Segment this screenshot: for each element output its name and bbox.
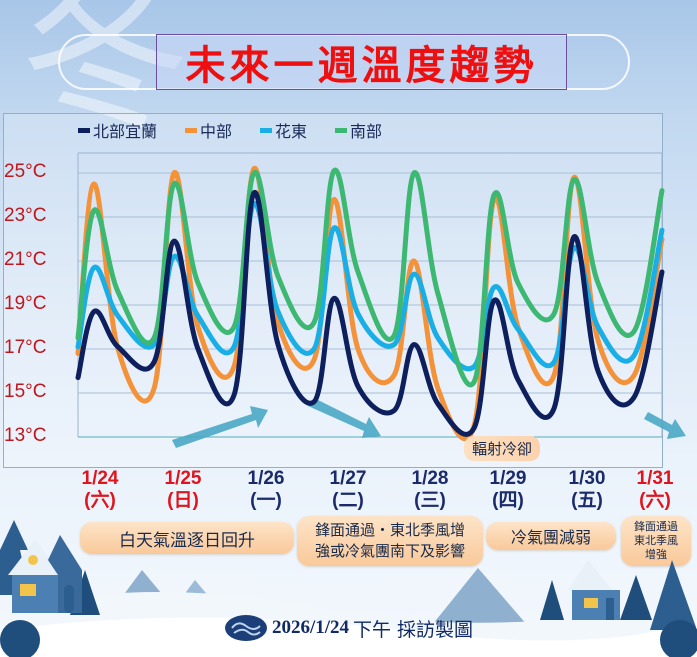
- radiative-cooling-note: 輻射冷卻: [464, 436, 541, 461]
- weekday-text: (六): [639, 490, 671, 511]
- legend-swatch-north: [78, 127, 90, 133]
- date-text: 1/29: [489, 468, 527, 489]
- y-tick-label: 13°C: [4, 425, 47, 446]
- date-text: 1/25: [164, 468, 202, 489]
- y-tick-label: 23°C: [4, 205, 47, 226]
- legend-item-north: 北部宜蘭: [78, 118, 157, 142]
- date-label-2: 1/26 (一): [236, 468, 296, 512]
- y-tick-label: 19°C: [4, 293, 47, 314]
- y-tick-label: 21°C: [4, 249, 47, 270]
- weekday-text: (六): [84, 490, 116, 511]
- legend-item-east: 花東: [260, 118, 307, 142]
- legend-label-central: 中部: [200, 122, 233, 141]
- tree-icon: [540, 560, 697, 630]
- winter-scenery: [0, 520, 697, 657]
- house-icon: [8, 535, 82, 613]
- legend-label-east: 花東: [275, 122, 308, 141]
- series-line-3: [75, 167, 665, 388]
- weekday-text: (日): [167, 490, 199, 511]
- annotation-text-line1: 鋒面通過: [634, 520, 678, 533]
- title-box: 未來一週溫度趨勢: [156, 34, 567, 90]
- chart-series-lines: [75, 166, 665, 442]
- annotation-weakening: 冷氣團減弱: [486, 522, 616, 550]
- weekday-text: (五): [571, 490, 603, 511]
- date-label-7: 1/31 (六): [625, 468, 685, 512]
- date-text: 1/27: [329, 468, 367, 489]
- page-title: 未來一週溫度趨勢: [185, 43, 538, 89]
- date-label-5: 1/29 (四): [478, 468, 538, 512]
- legend-label-north: 北部宜蘭: [93, 122, 158, 141]
- legend-swatch-central: [185, 127, 198, 133]
- trend-arrows: [172, 398, 686, 448]
- date-label-0: 1/24 (六): [70, 468, 130, 512]
- weekday-text: (四): [492, 490, 524, 511]
- date-label-1: 1/25 (日): [153, 468, 213, 512]
- annotation-text: 冷氣團減弱: [510, 528, 591, 547]
- temperature-line-chart: [75, 152, 686, 448]
- annotation-text: 白天氣溫逐日回升: [119, 530, 255, 551]
- legend-item-south: 南部: [335, 118, 382, 142]
- footer-text: 下午 採訪製圖: [353, 618, 474, 641]
- trend-arrow-down-icon: [644, 412, 686, 439]
- annotation-text-line2: 強或冷氣團南下及影響: [314, 542, 465, 560]
- annotation-front-2: 鋒面通過 東北季風 增強: [621, 516, 691, 566]
- cna-logo-icon: [224, 615, 267, 641]
- chart-legend: 北部宜蘭 中部 花東 南部: [78, 118, 382, 142]
- legend-swatch-south: [335, 127, 348, 133]
- footer-date: 2026/1/24: [271, 617, 349, 638]
- date-text: 1/28: [411, 468, 449, 489]
- date-label-3: 1/27 (二): [318, 468, 378, 512]
- trend-arrow-down-icon: [308, 398, 381, 438]
- annotation-warming: 白天氣溫逐日回升: [80, 522, 294, 554]
- y-tick-label: 15°C: [4, 381, 47, 402]
- legend-label-south: 南部: [350, 122, 383, 141]
- date-text: 1/26: [247, 468, 285, 489]
- y-tick-label: 25°C: [4, 161, 47, 182]
- snow-hill-front: [0, 617, 697, 657]
- annotation-text-line2: 東北季風: [634, 534, 678, 547]
- annotation-text-line1: 鋒面通過・東北季風增: [314, 521, 465, 539]
- series-line-0: [75, 190, 665, 437]
- footer-credit: 2026/1/24 下午 採訪製圖: [0, 614, 697, 642]
- weekday-text: (三): [414, 490, 446, 511]
- date-text: 1/30: [568, 468, 606, 489]
- weekday-text: (一): [250, 490, 282, 511]
- date-text: 1/24: [81, 468, 119, 489]
- legend-item-central: 中部: [185, 118, 232, 142]
- y-tick-label: 17°C: [4, 337, 47, 358]
- weekday-text: (二): [332, 490, 364, 511]
- legend-swatch-east: [260, 127, 273, 133]
- date-text: 1/31: [636, 468, 674, 489]
- date-label-6: 1/30 (五): [557, 468, 617, 512]
- bush-icon: [0, 620, 697, 657]
- annotation-front: 鋒面通過・東北季風增 強或冷氣團南下及影響: [297, 516, 483, 566]
- house-icon: [568, 560, 620, 620]
- annotation-text-line3: 增強: [645, 548, 667, 561]
- trend-arrow-up-icon: [172, 406, 268, 448]
- date-label-4: 1/28 (三): [400, 468, 460, 512]
